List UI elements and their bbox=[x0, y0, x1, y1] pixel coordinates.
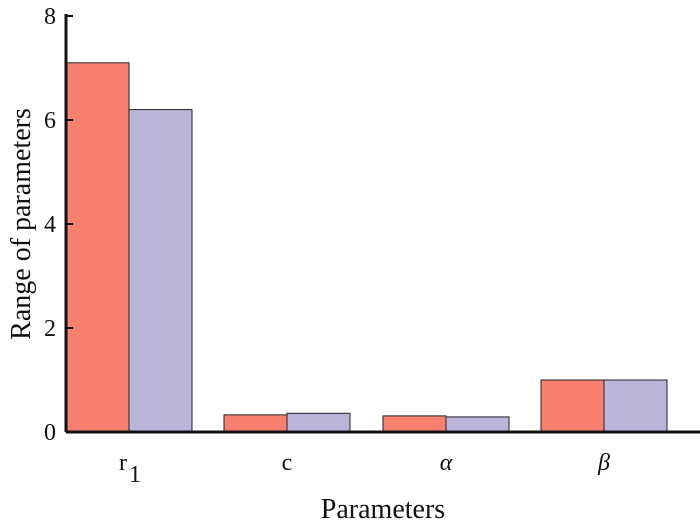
x-category-label: α bbox=[440, 450, 453, 476]
bar-1-series-1 bbox=[65, 62, 130, 433]
bar-4-series-1 bbox=[540, 379, 605, 433]
x-category-label: c bbox=[282, 450, 293, 476]
y-tick-label: 6 bbox=[44, 108, 56, 134]
bar-2-series-1 bbox=[223, 414, 288, 433]
y-tick-label: 0 bbox=[44, 420, 56, 446]
bar-3-series-1 bbox=[382, 415, 447, 433]
y-tick-label: 4 bbox=[44, 212, 56, 238]
x-axis-label: Parameters bbox=[321, 494, 445, 525]
bar-4-series-2 bbox=[603, 379, 668, 433]
x-category-label: r bbox=[119, 450, 127, 476]
x-category-label: β bbox=[597, 450, 610, 476]
bar-1-series-2 bbox=[128, 109, 193, 433]
y-tick-label: 8 bbox=[44, 4, 56, 30]
y-ticks-group: 0 2 4 6 8 bbox=[44, 4, 73, 446]
bars-group bbox=[65, 62, 668, 433]
y-axis-label: Range of parameters bbox=[6, 108, 37, 340]
x-category-subscript: 1 bbox=[129, 462, 141, 488]
bar-3-series-2 bbox=[445, 416, 510, 433]
bar-2-series-2 bbox=[286, 412, 351, 433]
y-tick-label: 2 bbox=[44, 316, 56, 342]
